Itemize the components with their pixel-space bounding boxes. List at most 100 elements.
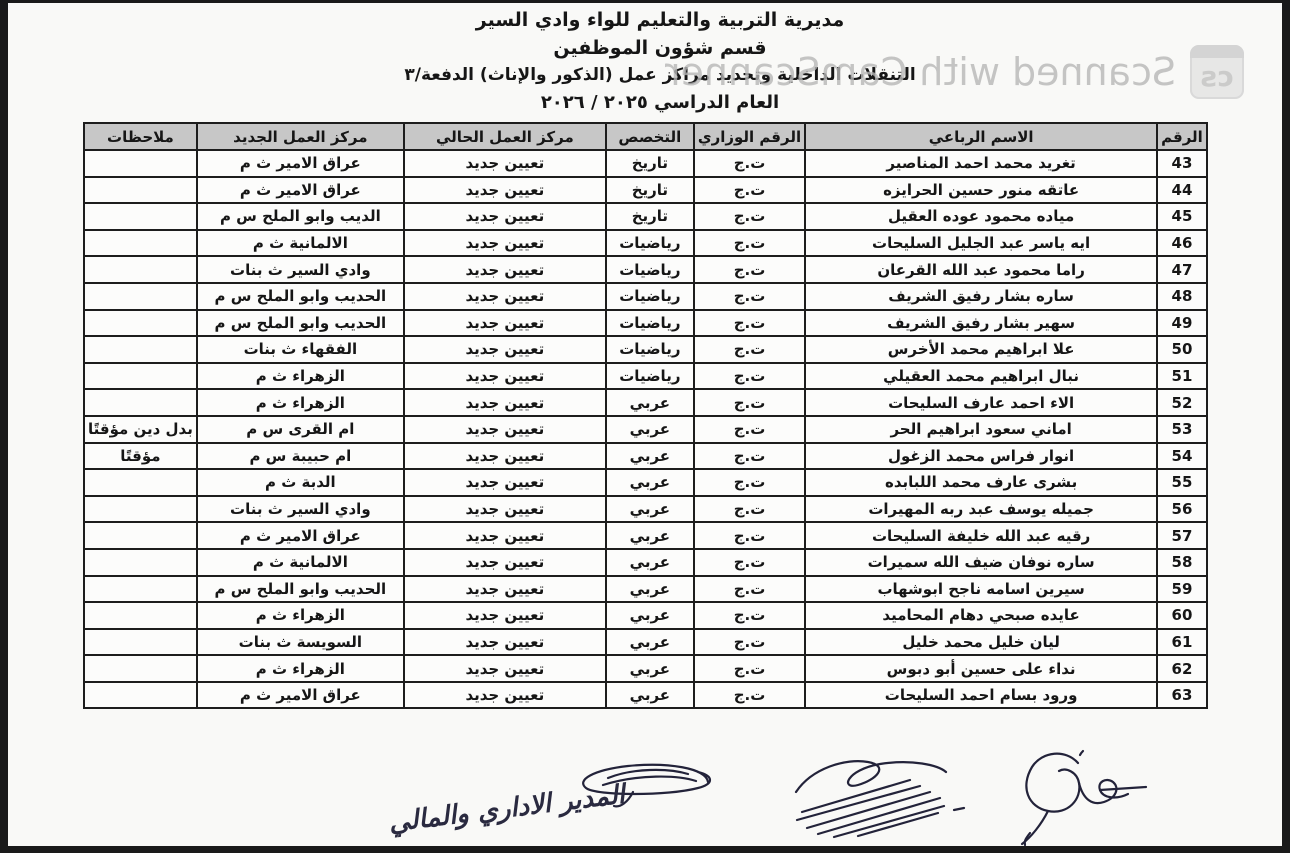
cell-specialization: عربي [604,494,695,524]
cell-number: 52 [1156,388,1208,417]
cell-specialization: تاريخ [604,175,695,205]
cell-specialization: رياضيات [604,228,695,258]
scan-edge-bottom [0,846,1290,853]
transfer-batch-title: التنقلات الداخلية وتحديد مراكز عمل (الذك… [404,65,916,85]
cell-current-center: تعيين جديد [402,255,607,284]
cell-ministry-number: ت.ج [692,521,807,550]
cell-specialization: رياضيات [604,255,695,284]
scan-edge-top [0,0,1290,3]
table-header-row: الرقم الاسم الرباعي الرقم الوزاري التخصص… [83,122,1208,151]
cell-specialization: تاريخ [604,202,695,231]
cell-ministry-number: ت.ج [692,281,807,311]
cell-notes [83,149,198,178]
cell-specialization: عربي [604,468,695,497]
cell-full-name: ليان خليل محمد خليل [804,627,1159,657]
cell-notes [83,601,198,630]
col-current-center: مركز العمل الحالي [402,122,607,151]
cell-new-center: الالمانية ث م [195,547,405,577]
cell-ministry-number: ت.ج [692,228,807,258]
cell-specialization: عربي [604,414,695,444]
cell-current-center: تعيين جديد [402,601,607,630]
cell-current-center: تعيين جديد [402,149,607,178]
cell-new-center: عراق الامير ث م [195,521,405,550]
cell-specialization: عربي [604,547,695,577]
cell-new-center: عراق الامير ث م [195,149,405,178]
cell-notes [83,308,198,338]
cell-specialization: رياضيات [604,335,695,364]
cell-ministry-number: ت.ج [692,680,807,710]
cell-specialization: عربي [604,601,695,630]
cell-notes [83,654,198,683]
table-row: 56 جميله يوسف عبد ربه المهيرات ت.ج عربي … [83,494,1208,524]
table-row: 46 ايه ياسر عبد الجليل السليحات ت.ج رياض… [83,228,1208,258]
cell-full-name: انوار فراس محمد الزغول [804,441,1159,471]
cell-notes [83,521,198,550]
cell-full-name: جميله يوسف عبد ربه المهيرات [804,494,1159,524]
cell-full-name: رقيه عبد الله خليفة السليحات [804,521,1159,550]
cell-current-center: تعيين جديد [402,228,607,258]
cell-ministry-number: ت.ج [692,441,807,471]
cell-full-name: ورود بسام احمد السليحات [804,680,1159,710]
cell-full-name: اماني سعود ابراهيم الحر [804,414,1159,444]
cell-ministry-number: ت.ج [692,547,807,577]
cell-number: 58 [1156,547,1208,577]
cell-number: 44 [1156,175,1208,205]
cell-full-name: عايده صبحي دهام المحاميد [804,601,1159,630]
cell-new-center: ام القرى س م [195,414,405,444]
cell-new-center: عراق الامير ث م [195,680,405,710]
cell-new-center: الزهراء ث م [195,388,405,417]
cell-notes: مؤقتًا [83,441,198,471]
camscanner-logo-icon: cs [1190,45,1244,99]
cell-notes: بدل دين مؤقتًا [83,414,198,444]
cell-notes [83,547,198,577]
cell-specialization: عربي [604,441,695,471]
cell-ministry-number: ت.ج [692,654,807,683]
cell-current-center: تعيين جديد [402,281,607,311]
cell-number: 48 [1156,281,1208,311]
cell-number: 55 [1156,468,1208,497]
signature-director-scribble [548,758,718,814]
cell-specialization: تاريخ [604,149,695,178]
cell-ministry-number: ت.ج [692,202,807,231]
department-title: قسم شؤون الموظفين [553,37,767,59]
cell-specialization: رياضيات [604,361,695,391]
cell-ministry-number: ت.ج [692,255,807,284]
cell-specialization: عربي [604,627,695,657]
table-row: 50 علا ابراهيم محمد الأخرس ت.ج رياضيات ت… [83,335,1208,364]
cell-current-center: تعيين جديد [402,574,607,604]
cell-current-center: تعيين جديد [402,494,607,524]
cell-number: 50 [1156,335,1208,364]
signature-director-title: المدير الاداري والمالي [387,779,627,839]
table-row: 51 نبال ابراهيم محمد العقيلي ت.ج رياضيات… [83,361,1208,391]
cell-number: 63 [1156,680,1208,710]
cell-notes [83,175,198,205]
cell-full-name: ساره بشار رفيق الشريف [804,281,1159,311]
cell-notes [83,255,198,284]
cell-new-center: الالمانية ث م [195,228,405,258]
cell-current-center: تعيين جديد [402,680,607,710]
cell-notes [83,202,198,231]
cell-notes [83,574,198,604]
cell-new-center: وادي السير ث بنات [195,494,405,524]
scan-edge-right [1282,0,1290,853]
cell-full-name: عاتقه منور حسين الحرايزه [804,175,1159,205]
camscanner-logo-text: cs [1200,60,1234,93]
cell-number: 54 [1156,441,1208,471]
cell-specialization: عربي [604,521,695,550]
camscanner-logo-bar [1190,45,1244,58]
cell-ministry-number: ت.ج [692,308,807,338]
cell-ministry-number: ت.ج [692,175,807,205]
cell-notes [83,281,198,311]
cell-full-name: سهير بشار رفيق الشريف [804,308,1159,338]
cell-new-center: السويسة ث بنات [195,627,405,657]
cell-ministry-number: ت.ج [692,388,807,417]
cell-full-name: علا ابراهيم محمد الأخرس [804,335,1159,364]
table-row: 43 تغريد محمد احمد المناصير ت.ج تاريخ تع… [83,149,1208,178]
cell-new-center: الزهراء ث م [195,361,405,391]
cell-ministry-number: ت.ج [692,414,807,444]
cell-new-center: الزهراء ث م [195,601,405,630]
table-row: 47 راما محمود عبد الله القرعان ت.ج رياضي… [83,255,1208,284]
cell-current-center: تعيين جديد [402,627,607,657]
cell-new-center: الحديب وابو الملح س م [195,308,405,338]
